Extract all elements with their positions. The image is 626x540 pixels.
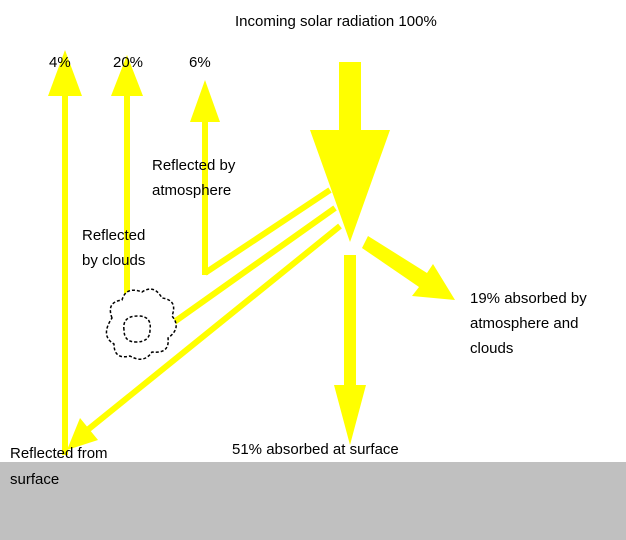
label: clouds [470, 340, 513, 357]
atmosphere-absorb-arrow [362, 236, 455, 300]
diagram: Incoming solar radiation 100% 4% 20% 6% … [0, 0, 626, 540]
cloud-reflection [170, 208, 335, 325]
label: Reflected from [10, 445, 108, 462]
title: Incoming solar radiation 100% [235, 13, 437, 30]
label: atmosphere [152, 182, 231, 199]
label: surface [10, 471, 59, 488]
percentage: 4% [49, 54, 71, 71]
percentage: 6% [189, 54, 211, 71]
cloud [106, 289, 176, 359]
label: by clouds [82, 252, 145, 269]
surface-absorb-arrow [334, 255, 366, 445]
label: Reflected by [152, 157, 236, 174]
label: 19% absorbed by [470, 290, 587, 307]
arrow-head [190, 80, 220, 122]
page: Incoming solar radiation 100% 4% 20% 6% … [0, 0, 626, 540]
label: 51% absorbed at surface [232, 441, 399, 458]
percentage: 20% [113, 54, 143, 71]
surface [0, 462, 626, 540]
label: atmosphere and [470, 315, 578, 332]
atmosphere-reflection [205, 190, 330, 273]
label: Reflected [82, 227, 145, 244]
